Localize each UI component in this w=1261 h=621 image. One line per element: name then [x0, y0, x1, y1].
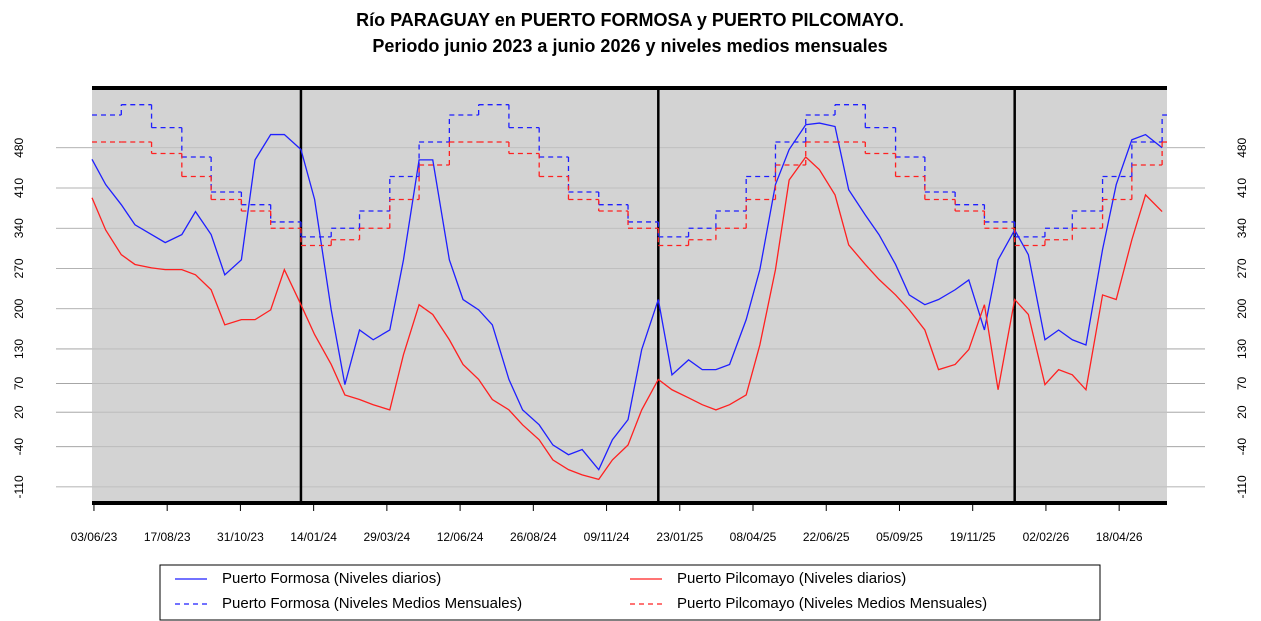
x-tick-label: 26/08/24 — [510, 530, 557, 544]
x-tick-label: 17/08/23 — [144, 530, 191, 544]
x-tick-label: 08/04/25 — [730, 530, 777, 544]
y2-tick-label: 130 — [1235, 339, 1249, 359]
y2-tick-label: -40 — [1235, 438, 1249, 456]
y2-tick-label: 340 — [1235, 218, 1249, 238]
daily-line — [91, 122, 1163, 471]
y2-tick-label: 200 — [1235, 298, 1249, 318]
x-tick-label: 22/06/25 — [803, 530, 850, 544]
legend-label: Puerto Pilcomayo (Niveles diarios) — [677, 570, 906, 587]
x-tick-label: 09/11/24 — [584, 530, 630, 544]
x-tick-label: 03/06/23 — [71, 530, 118, 544]
y-tick-label: 130 — [12, 339, 26, 359]
y2-tick-label: 270 — [1235, 258, 1249, 278]
x-tick-label: 23/01/25 — [656, 530, 703, 544]
x-tick-label: 19/11/25 — [950, 530, 996, 544]
legend-box — [159, 564, 1101, 621]
y-tick-label: 410 — [12, 178, 26, 198]
y-tick-label: 480 — [12, 137, 26, 157]
x-tick-label: 31/10/23 — [217, 530, 264, 544]
x-tick-label: 29/03/24 — [364, 530, 411, 544]
x-tick-label: 05/09/25 — [876, 530, 923, 544]
y-tick-label: 70 — [12, 376, 26, 390]
y2-tick-label: 480 — [1235, 137, 1249, 157]
x-tick-label: 02/02/26 — [1023, 530, 1070, 544]
chart-subtitle: Periodo junio 2023 a junio 2026 y nivele… — [372, 36, 887, 56]
y2-tick-label: 20 — [1235, 405, 1249, 419]
y-tick-label: 270 — [12, 258, 26, 278]
y-tick-label: 200 — [12, 298, 26, 318]
y-tick-label: -40 — [12, 438, 26, 456]
y-tick-label: 20 — [12, 405, 26, 419]
y-tick-label: -110 — [12, 475, 26, 498]
legend-label: Puerto Pilcomayo (Niveles Medios Mensual… — [677, 595, 987, 612]
legend-label: Puerto Formosa (Niveles diarios) — [222, 570, 441, 587]
legend-label: Puerto Formosa (Niveles Medios Mensuales… — [222, 595, 522, 612]
x-tick-label: 14/01/24 — [290, 530, 337, 544]
y-tick-label: 340 — [12, 218, 26, 238]
y2-tick-label: -110 — [1235, 475, 1249, 498]
x-tick-label: 12/06/24 — [437, 530, 484, 544]
plot-area — [92, 88, 1167, 503]
chart-title: Río PARAGUAY en PUERTO FORMOSA y PUERTO … — [356, 10, 904, 30]
x-tick-label: 18/04/26 — [1096, 530, 1143, 544]
y2-tick-label: 70 — [1235, 376, 1249, 390]
y2-tick-label: 410 — [1235, 178, 1249, 198]
daily-line — [91, 155, 1163, 481]
